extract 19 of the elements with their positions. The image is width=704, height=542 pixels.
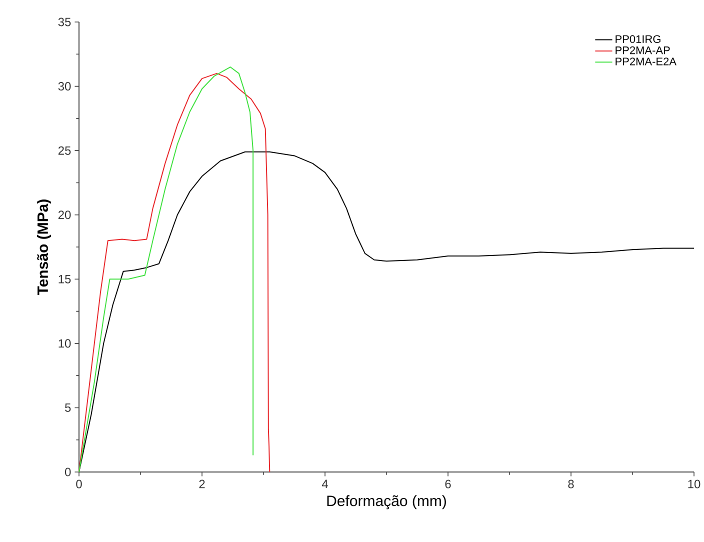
legend-label: PP01IRG	[616, 35, 660, 43]
legend-label: PP2MA-AP	[616, 46, 670, 54]
y-tick-label: 35	[58, 18, 71, 26]
y-tick-label: 25	[58, 146, 71, 155]
y-tick-label: 0	[65, 468, 71, 476]
legend-label: PP2MA-E2A	[616, 58, 676, 66]
y-tick-label: 10	[58, 339, 71, 348]
x-tick-label: 0	[76, 480, 82, 488]
x-axis-title: Deformação (mm)	[327, 495, 446, 510]
y-tick-label: 15	[58, 274, 71, 284]
x-tick-label: 6	[445, 480, 451, 488]
y-tick-label: 30	[58, 82, 71, 91]
y-axis-title: Tensão (MPa)	[37, 200, 51, 296]
x-tick-label: 8	[568, 480, 574, 488]
y-tick-label: 20	[58, 210, 71, 220]
x-tick-label: 2	[199, 480, 205, 488]
x-tick-label: 4	[322, 480, 328, 488]
y-tick-label: 5	[65, 404, 71, 412]
x-tick-label: 10	[688, 480, 700, 488]
